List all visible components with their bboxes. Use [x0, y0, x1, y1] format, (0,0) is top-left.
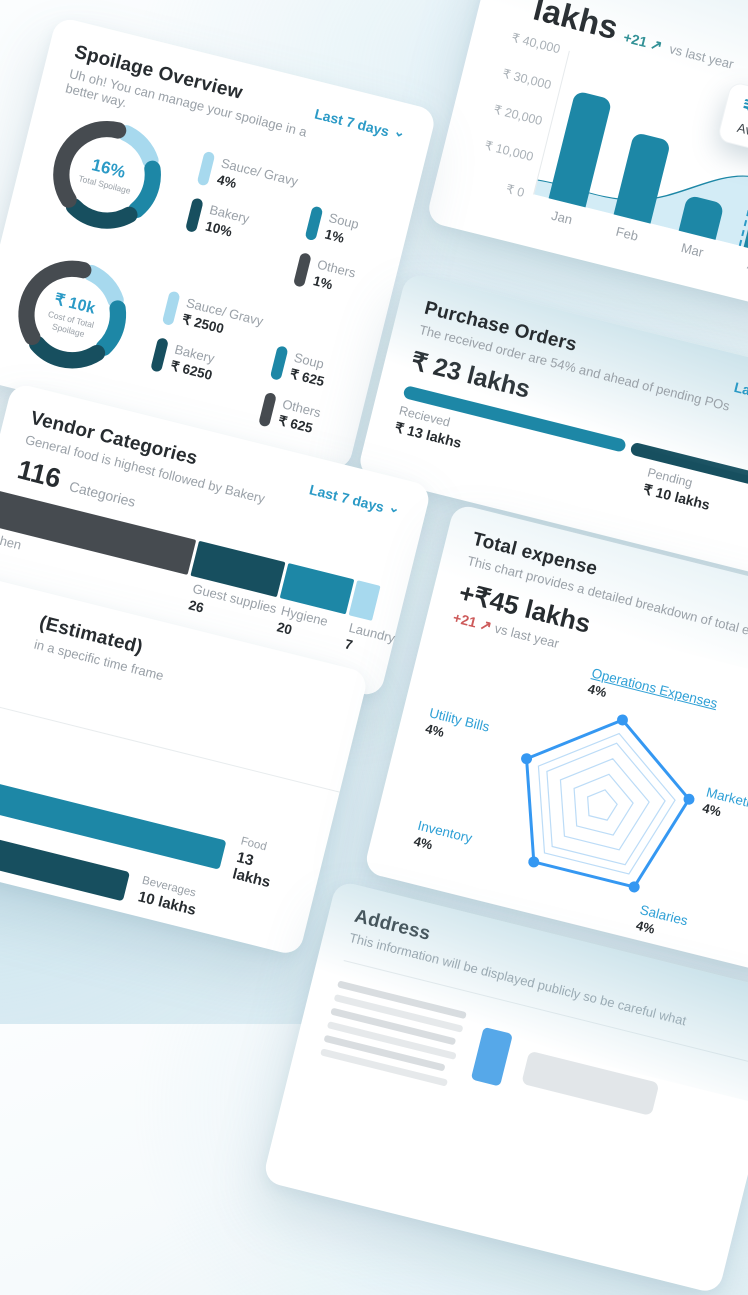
legend-item: Soup ₹ 625 [269, 345, 353, 397]
legend-item: Soup 1% [304, 205, 388, 257]
vendor-segment-label: Kitchen63 [0, 528, 23, 570]
y-axis-tick: ₹ 20,000 [492, 102, 544, 129]
income-bar [678, 194, 724, 240]
light-swatch [196, 150, 216, 187]
radar-grid-ring [559, 758, 650, 851]
estimated-bar-chart: Food 13 lakhs Beverages 10 lakhs [0, 734, 299, 940]
donut-segment [18, 260, 127, 369]
x-axis-label: Apr [745, 256, 748, 277]
map-pin-block [470, 1026, 513, 1087]
radar-data-point [628, 881, 640, 893]
income-delta: +21 ↗ [621, 28, 664, 54]
radar-data-point [521, 753, 533, 765]
donut-segment [53, 120, 161, 229]
legend-item: Bakery 10% [184, 197, 288, 254]
income-vs-label: vs last year [667, 41, 736, 72]
gray-swatch [257, 391, 277, 428]
dark-swatch [184, 197, 204, 233]
dark-swatch [150, 337, 170, 373]
expense-radar-chart: Operations Expenses 4% Marketing 4% Salaries… [387, 651, 748, 973]
vendor-segment [348, 580, 381, 621]
field-skeleton-block [521, 1050, 660, 1117]
vendor-segment-label: Laundry 7 [343, 620, 396, 662]
radar-data-point [683, 793, 695, 805]
legend-item: Others ₹ 625 [257, 391, 342, 444]
spoilage-card: Spoilage Overview Uh oh! You can manage … [0, 16, 438, 472]
radar-grid-ring [587, 789, 618, 821]
vendor-period-dropdown[interactable]: Last 7 days ⌄ [308, 481, 402, 519]
legend-item: Sauce/ Gravy 4% [196, 150, 300, 208]
y-axis-tick: ₹ 0 [504, 181, 526, 200]
spoilage-percent-legend: Sauce/ Gravy 4% Soup 1% Bakery 10% Others 1% [184, 150, 389, 292]
vendor-count: 116 [14, 454, 65, 494]
trend-up-icon: ↗ [648, 35, 664, 54]
radar-data-point [616, 714, 628, 726]
light-swatch [161, 290, 181, 327]
estimated-bar-label: Beverages 10 lakhs [136, 875, 201, 919]
radar-data-polygon [525, 718, 691, 889]
spoilage-period-dropdown[interactable]: Last 7 days ⌄ [313, 106, 407, 144]
income-bar [548, 90, 612, 208]
legend-item: Bakery ₹ 6250 [150, 337, 253, 394]
spoilage-cost-legend: Sauce/ Gravy ₹ 2500 Soup ₹ 625 Bakery ₹ 6250 O… [150, 290, 354, 436]
legend-item: Sauce/ Gravy ₹ 2500 [161, 290, 265, 347]
donut-segment [18, 260, 127, 369]
income-bar-chart: ₹ 40,000₹ 30,000₹ 20,000₹ 10,000₹ 0 ₹ 40… [483, 31, 748, 276]
gray-swatch [292, 252, 312, 288]
radar-grid-ring [573, 773, 634, 836]
donut-segment [53, 120, 161, 229]
chevron-down-icon: ⌄ [387, 498, 402, 517]
teal-swatch [269, 345, 289, 381]
trend-up-icon: ↗ [478, 615, 494, 635]
spoilage-cost-donut: ₹ 10k Cost of Total Spoilage [0, 241, 146, 389]
y-axis-tick: ₹ 30,000 [501, 66, 553, 93]
vendor-count-label: Categories [67, 478, 138, 510]
y-axis-tick: ₹ 10,000 [483, 138, 535, 165]
legend-item: Others 1% [292, 252, 377, 304]
vendor-segment-label: Hygiene 20 [275, 603, 329, 646]
total-expense-card: Total expense This chart provides a deta… [363, 503, 748, 977]
radar-grid-ring [537, 732, 676, 875]
income-card: Income lakhs +21 ↗ vs last year ₹ 40,000… [425, 0, 748, 335]
text-skeleton-lines [320, 980, 467, 1087]
donut-segment [18, 260, 127, 369]
purchase-period-dropdown[interactable]: Last 7 days⌄ [732, 379, 748, 417]
spoilage-percent-donut: 16% Total Spoilage [33, 101, 181, 249]
teal-swatch [304, 205, 324, 242]
donut-segment [53, 120, 161, 229]
estimated-bar-label: Food 13 lakhs [231, 835, 299, 896]
income-bar [613, 131, 671, 224]
radar-grid-ring [546, 742, 666, 866]
radar-data-point [528, 856, 540, 868]
chevron-down-icon: ⌄ [392, 123, 407, 141]
